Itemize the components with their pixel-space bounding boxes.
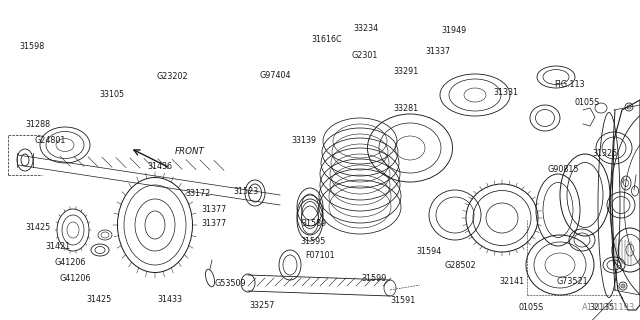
Text: 31616C: 31616C [311, 36, 342, 44]
Text: 31377: 31377 [202, 220, 227, 228]
Text: G97404: G97404 [259, 71, 291, 80]
Text: 31433: 31433 [157, 295, 182, 304]
Text: G24801: G24801 [34, 136, 66, 145]
Text: G2301: G2301 [351, 52, 378, 60]
Text: 31325: 31325 [592, 149, 618, 158]
Text: A170001193: A170001193 [582, 303, 635, 312]
Text: 31425: 31425 [26, 223, 51, 232]
Text: FIG.113: FIG.113 [554, 80, 585, 89]
Text: 31599: 31599 [362, 274, 387, 283]
Text: 31421: 31421 [45, 242, 70, 251]
Text: 33172: 33172 [186, 189, 211, 198]
Text: 33105: 33105 [99, 90, 125, 99]
Text: 31589: 31589 [301, 220, 326, 228]
Text: 32141: 32141 [499, 277, 525, 286]
Text: G28502: G28502 [445, 261, 477, 270]
Text: 31377: 31377 [202, 205, 227, 214]
Text: 31949: 31949 [442, 26, 467, 35]
Text: 33257: 33257 [250, 301, 275, 310]
Text: 33139: 33139 [291, 136, 317, 145]
Text: 33281: 33281 [394, 104, 419, 113]
Text: 31337: 31337 [426, 47, 451, 56]
Text: 31523: 31523 [234, 188, 259, 196]
Text: 31425: 31425 [86, 295, 112, 304]
Text: 31595: 31595 [301, 237, 326, 246]
Text: 32135: 32135 [589, 303, 614, 312]
Text: G41206: G41206 [54, 258, 86, 267]
Text: G73521: G73521 [557, 277, 589, 286]
Text: 33291: 33291 [394, 68, 419, 76]
Text: FRONT: FRONT [175, 148, 205, 156]
Text: 0105S: 0105S [518, 303, 544, 312]
Text: 33234: 33234 [353, 24, 379, 33]
Text: F07101: F07101 [305, 252, 335, 260]
Text: 31598: 31598 [19, 42, 45, 51]
Text: G90815: G90815 [547, 165, 579, 174]
Text: 31288: 31288 [26, 120, 51, 129]
Text: G23202: G23202 [157, 72, 189, 81]
Text: G53509: G53509 [214, 279, 246, 288]
Text: 31594: 31594 [416, 247, 442, 256]
Text: 0105S: 0105S [575, 98, 600, 107]
Text: G41206: G41206 [60, 274, 92, 283]
Text: 31591: 31591 [390, 296, 416, 305]
Text: 31436: 31436 [147, 162, 173, 171]
Text: 31331: 31331 [493, 88, 518, 97]
